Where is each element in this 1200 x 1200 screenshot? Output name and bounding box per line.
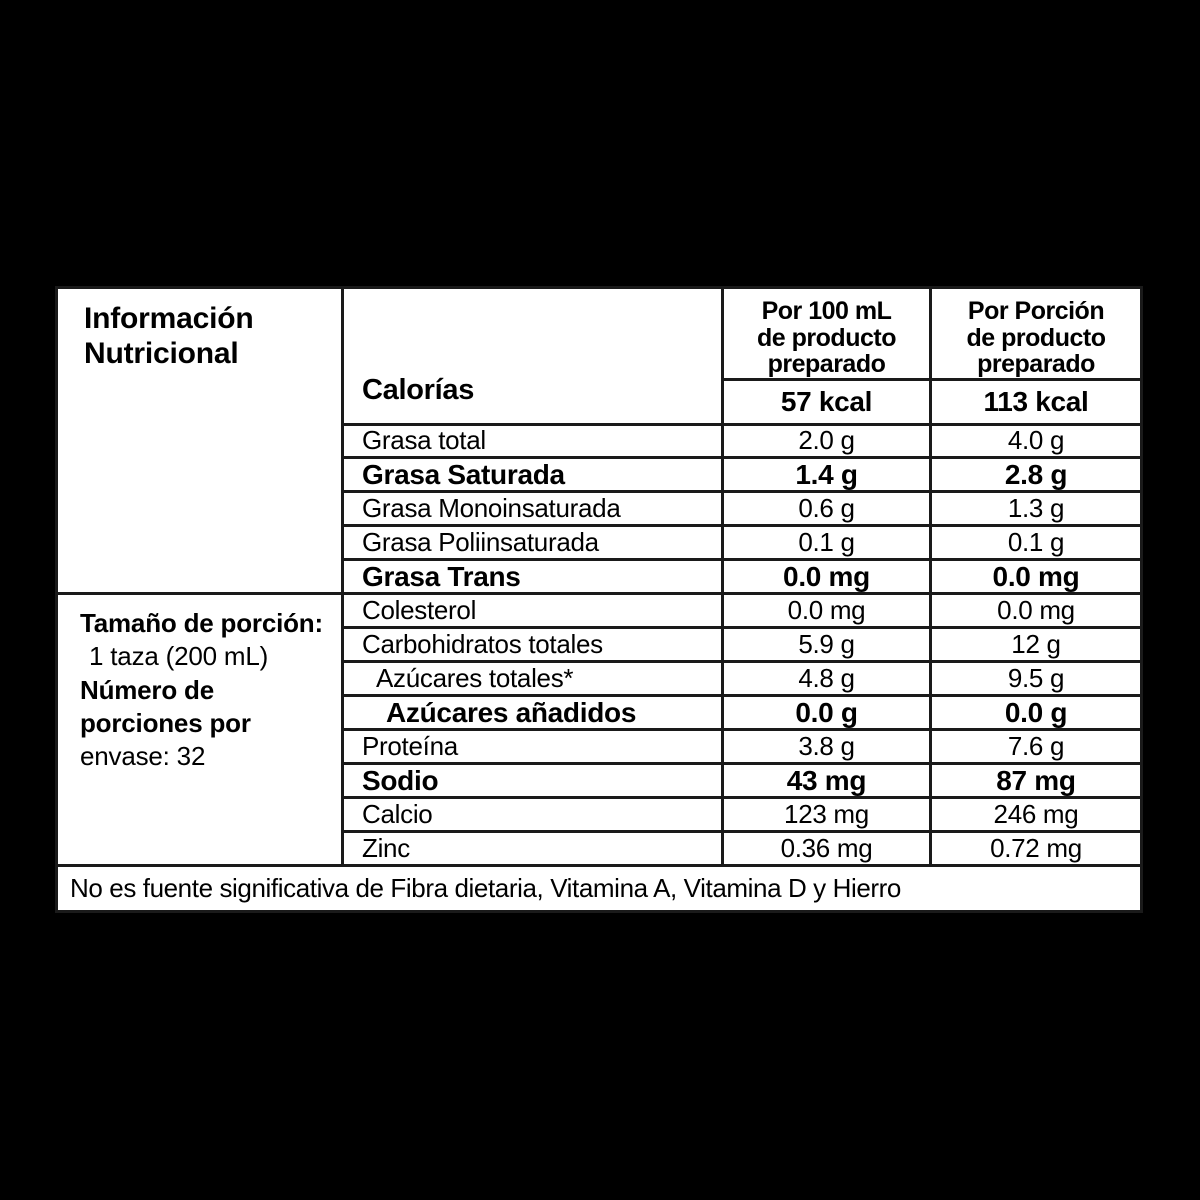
servings-per-container-label-line-1: Número de [80, 674, 215, 705]
nutrient-name: Proteína [344, 731, 724, 763]
nutrient-value-per-serving: 9.5 g [1007, 663, 1065, 694]
column-per-serving-caption: Por Porción de producto preparado [932, 289, 1140, 381]
column-per-100ml-caption-line-1: Por 100 mL [761, 297, 892, 325]
column-per-100ml-caption-line-3: preparado [767, 350, 886, 378]
nutrient-name: Grasa Saturada [344, 459, 724, 491]
nutrient-value-per-serving: 0.1 g [1007, 527, 1065, 558]
serving-info-block: Tamaño de porción: 1 taza (200 mL) Númer… [58, 595, 341, 864]
table-row: Azúcares totales* 4.8 g 9.5 g [344, 663, 1140, 698]
table-row: Grasa Poliinsaturada 0.1 g 0.1 g [344, 527, 1140, 562]
table-row: Grasa Saturada 1.4 g 2.8 g [344, 458, 1140, 494]
table-row: Zinc 0.36 mg 0.72 mg [344, 833, 1140, 865]
nutrient-value-per-100ml: 2.0 g [724, 425, 932, 457]
nutrient-value-per-100ml: 0.0 mg [724, 561, 932, 593]
nutrient-value-per-100ml: 0.6 g [724, 493, 932, 525]
label-grid: Información Nutricional Tamaño de porció… [58, 289, 1140, 910]
nutrient-name: Azúcares añadidos [344, 697, 724, 729]
nutrient-value-per-100ml: 0.0 mg [724, 595, 932, 627]
nutrient-value-per-serving: 0.0 mg [992, 560, 1080, 592]
table-row: Sodio 43 mg 87 mg [344, 764, 1140, 800]
label-title-line-2: Nutricional [84, 337, 239, 371]
nutrient-name: Azúcares totales* [344, 663, 724, 695]
nutrient-value-per-100ml: 3.8 g [724, 731, 932, 763]
nutrient-name: Carbohidratos totales [344, 629, 724, 661]
column-per-serving-caption-line-3: preparado [977, 350, 1095, 378]
nutrient-name: Grasa Trans [344, 561, 724, 593]
servings-per-container-label-line-2: porciones por [80, 707, 251, 738]
label-title-block: Información Nutricional [58, 289, 341, 595]
column-headers: Por 100 mL de producto preparado 57 kcal… [724, 289, 1140, 423]
column-per-100ml-caption-line-2: de producto [757, 323, 896, 352]
calories-label: Calorías [344, 289, 724, 423]
nutrient-value-per-100ml: 5.9 g [724, 629, 932, 661]
nutrient-value-per-serving: 1.3 g [1007, 493, 1065, 524]
nutrient-name: Grasa total [344, 425, 724, 457]
nutrient-value-per-100ml: 0.0 g [724, 697, 932, 729]
table-row: Grasa Monoinsaturada 0.6 g 1.3 g [344, 493, 1140, 528]
nutrient-rows: Grasa total 2.0 g 4.0 g Grasa Saturada 1.4 g… [344, 425, 1140, 865]
column-per-serving-caption-line-2: de producto [966, 323, 1106, 352]
nutrient-name: Colesterol [344, 595, 724, 627]
table-row: Grasa Trans 0.0 mg 0.0 mg [344, 560, 1140, 596]
nutrient-value-per-serving: 12 g [1011, 629, 1061, 660]
serving-size-label: Tamaño de porción: [80, 608, 323, 638]
nutrient-value-per-100ml: 0.36 mg [724, 833, 932, 865]
nutrient-value-per-serving: 246 mg [993, 799, 1079, 830]
label-right-column: Calorías Por 100 mL de producto preparad… [344, 289, 1140, 865]
table-row: Proteína 3.8 g 7.6 g [344, 731, 1140, 766]
nutrient-name: Grasa Poliinsaturada [344, 527, 724, 559]
nutrient-name: Sodio [344, 765, 724, 797]
column-per-serving: Por Porción de producto preparado 113 kc… [932, 289, 1140, 423]
nutrient-value-per-100ml: 123 mg [724, 799, 932, 831]
serving-size-value: 1 taza (200 mL) [89, 641, 269, 672]
nutrient-value-per-100ml: 1.4 g [724, 459, 932, 491]
nutrient-name: Zinc [344, 833, 724, 865]
column-per-100ml-caption: Por 100 mL de producto preparado [724, 289, 929, 381]
table-row: Calcio 123 mg 246 mg [344, 799, 1140, 834]
calories-value-per-serving: 113 kcal [983, 385, 1089, 417]
nutrient-name: Calcio [344, 799, 724, 831]
footnote-row: No es fuente significativa de Fibra diet… [58, 864, 1140, 910]
column-per-100ml: Por 100 mL de producto preparado 57 kcal [724, 289, 932, 423]
nutrient-value-per-serving: 0.0 g [1004, 696, 1068, 728]
nutrient-value-per-serving: 2.8 g [1004, 458, 1068, 490]
serving-size-group: Tamaño de porción: 1 taza (200 mL) Númer… [80, 607, 341, 773]
nutrient-value-per-serving: 87 mg [996, 764, 1076, 796]
label-body: Información Nutricional Tamaño de porció… [58, 289, 1140, 865]
label-title-line-1: Información [84, 302, 254, 335]
nutrient-value-per-serving: 0.0 mg [997, 595, 1075, 626]
nutrient-value-per-100ml: 0.1 g [724, 527, 932, 559]
table-row: Grasa total 2.0 g 4.0 g [344, 425, 1140, 460]
calories-value-per-100ml: 57 kcal [780, 385, 873, 417]
nutrient-value-per-serving: 0.72 mg [990, 833, 1082, 864]
servings-per-container-value: envase: 32 [80, 741, 206, 772]
label-left-column: Información Nutricional Tamaño de porció… [58, 289, 344, 864]
nutrient-value-per-100ml: 4.8 g [724, 663, 932, 695]
nutrition-facts-label: Información Nutricional Tamaño de porció… [55, 286, 1143, 913]
calories-header-cluster: Calorías Por 100 mL de producto preparad… [344, 289, 1140, 426]
nutrient-value-per-serving: 7.6 g [1007, 731, 1065, 762]
nutrient-value-per-serving: 4.0 g [1007, 425, 1065, 456]
nutrient-name: Grasa Monoinsaturada [344, 493, 724, 525]
table-row: Carbohidratos totales 5.9 g 12 g [344, 629, 1140, 664]
nutrient-value-per-100ml: 43 mg [724, 765, 932, 797]
table-row: Colesterol 0.0 mg 0.0 mg [344, 595, 1140, 630]
column-per-serving-caption-line-1: Por Porción [967, 297, 1105, 325]
table-row: Azúcares añadidos 0.0 g 0.0 g [344, 696, 1140, 732]
footnote-text: No es fuente significativa de Fibra diet… [70, 873, 901, 903]
